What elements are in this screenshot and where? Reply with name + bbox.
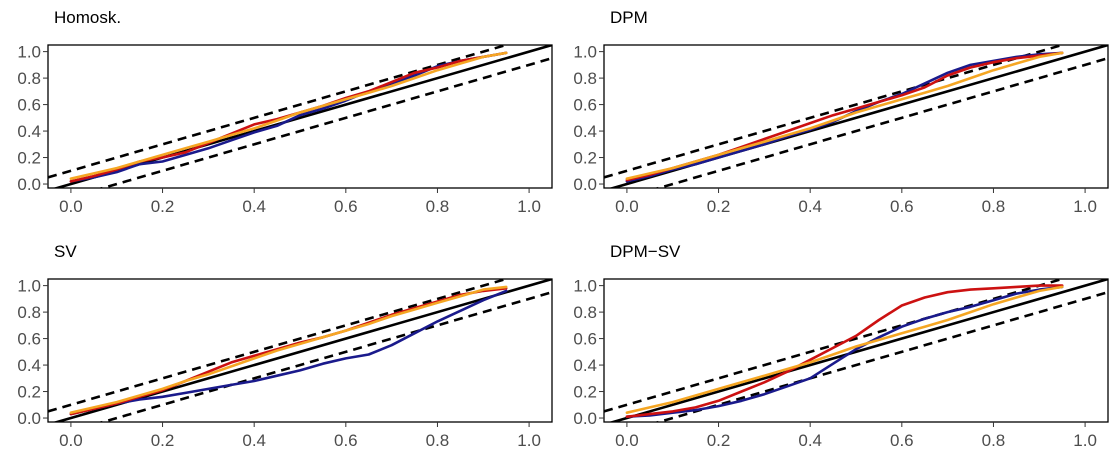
upper-band-line — [48, 279, 507, 413]
plot-frame — [47, 278, 553, 423]
x-tick-label: 0.2 — [151, 431, 175, 450]
y-tick-label: 1.0 — [573, 277, 597, 296]
y-tick-label: 0.8 — [17, 69, 41, 88]
chart-svg: SV 0.0 0.2 0.4 0.6 0.8 1.0 0.0 0.2 0.4 0.6 0.8 1.0 — [17, 242, 553, 450]
diagonal-line — [608, 279, 1108, 422]
panel-title: DPM−SV — [610, 242, 681, 261]
series-group — [625, 284, 1064, 418]
y-tick-label: 0.8 — [17, 303, 41, 322]
plot-frame — [47, 44, 553, 189]
x-tick-label: 0.6 — [334, 431, 358, 450]
x-tick-label: 0.4 — [798, 197, 822, 216]
x-tick-label: 1.0 — [517, 431, 541, 450]
upper-band-line — [604, 45, 1063, 179]
x-tick-label: 0.2 — [707, 431, 731, 450]
x-tick-label: 1.0 — [1073, 431, 1097, 450]
panel-title: SV — [54, 242, 77, 261]
x-tick-label: 0.6 — [890, 431, 914, 450]
x-tick-label: 0.8 — [426, 197, 450, 216]
series-line-2 — [69, 51, 508, 180]
chart-svg: Homosk. 0.0 0.2 0.4 0.6 0.8 1.0 0.0 0.2 0.4 0.6 0.8… — [17, 8, 553, 216]
plot-frame — [603, 44, 1109, 189]
x-tick-label: 0.8 — [982, 197, 1006, 216]
panel-dpm-sv: DPM−SV 0.0 0.2 0.4 0.6 0.8 1.0 0.0 0.2 0.4 0.6 0.8 1… — [556, 234, 1112, 468]
y-tick-label: 1.0 — [17, 43, 41, 62]
panel-homosk: Homosk. 0.0 0.2 0.4 0.6 0.8 1.0 0.0 0.2 0.4 0.6 0.8… — [0, 0, 556, 234]
x-tick-label: 0.2 — [707, 197, 731, 216]
x-tick-label: 0.6 — [334, 197, 358, 216]
lower-band-line — [654, 290, 1108, 422]
series-line-2 — [625, 51, 1064, 180]
x-tick-label: 0.8 — [982, 431, 1006, 450]
y-tick-label: 1.0 — [573, 43, 597, 62]
series-line-2 — [625, 285, 1064, 414]
lower-band-line — [654, 56, 1108, 188]
x-tick-label: 0.0 — [59, 197, 83, 216]
x-tick-label: 0.4 — [242, 197, 266, 216]
series-group — [69, 285, 508, 416]
upper-band-line — [48, 45, 507, 179]
y-tick-label: 0.2 — [17, 149, 41, 168]
x-tick-label: 1.0 — [1073, 197, 1097, 216]
y-tick-label: 0.6 — [17, 330, 41, 349]
y-tick-label: 0.6 — [573, 96, 597, 115]
x-tick-label: 0.0 — [59, 431, 83, 450]
series-line-0 — [625, 285, 1064, 418]
y-tick-label: 0.8 — [573, 69, 597, 88]
y-tick-label: 0.0 — [573, 175, 597, 194]
plot-frame — [603, 278, 1109, 423]
x-tick-label: 0.4 — [798, 431, 822, 450]
lower-band-line — [98, 56, 552, 188]
chart-svg: DPM 0.0 0.2 0.4 0.6 0.8 1.0 0.0 0.2 0.4 0.6 0.8 1.0 — [573, 8, 1109, 216]
series-line-2 — [69, 285, 508, 414]
y-tick-label: 0.0 — [573, 409, 597, 428]
x-tick-label: 0.2 — [151, 197, 175, 216]
y-tick-label: 0.6 — [573, 330, 597, 349]
series-group — [69, 51, 508, 183]
x-tick-label: 0.4 — [242, 431, 266, 450]
series-line-0 — [69, 289, 508, 416]
x-tick-label: 0.8 — [426, 431, 450, 450]
y-tick-label: 0.4 — [573, 122, 597, 141]
series-group — [625, 51, 1064, 183]
chart-svg: DPM−SV 0.0 0.2 0.4 0.6 0.8 1.0 0.0 0.2 0.4 0.6 0.8 1… — [573, 242, 1109, 450]
lower-band-line — [98, 290, 552, 422]
panel-sv: SV 0.0 0.2 0.4 0.6 0.8 1.0 0.0 0.2 0.4 0.6 0.8 1.0 — [0, 234, 556, 468]
y-tick-label: 0.4 — [17, 122, 41, 141]
x-tick-label: 0.0 — [615, 431, 639, 450]
y-tick-label: 0.6 — [17, 96, 41, 115]
x-tick-label: 1.0 — [517, 197, 541, 216]
y-tick-label: 0.0 — [17, 409, 41, 428]
y-tick-label: 0.4 — [573, 356, 597, 375]
series-line-1 — [625, 284, 1064, 418]
panel-dpm: DPM 0.0 0.2 0.4 0.6 0.8 1.0 0.0 0.2 0.4 0.6 0.8 1.0 — [556, 0, 1112, 234]
panel-title: Homosk. — [54, 8, 121, 27]
y-tick-label: 0.2 — [17, 383, 41, 402]
y-tick-label: 0.2 — [573, 383, 597, 402]
x-tick-label: 0.6 — [890, 197, 914, 216]
y-tick-label: 0.0 — [17, 175, 41, 194]
panel-title: DPM — [610, 8, 648, 27]
y-tick-label: 0.8 — [573, 303, 597, 322]
x-tick-label: 0.0 — [615, 197, 639, 216]
reference-lines — [604, 279, 1108, 422]
y-tick-label: 1.0 — [17, 277, 41, 296]
y-tick-label: 0.2 — [573, 149, 597, 168]
y-tick-label: 0.4 — [17, 356, 41, 375]
